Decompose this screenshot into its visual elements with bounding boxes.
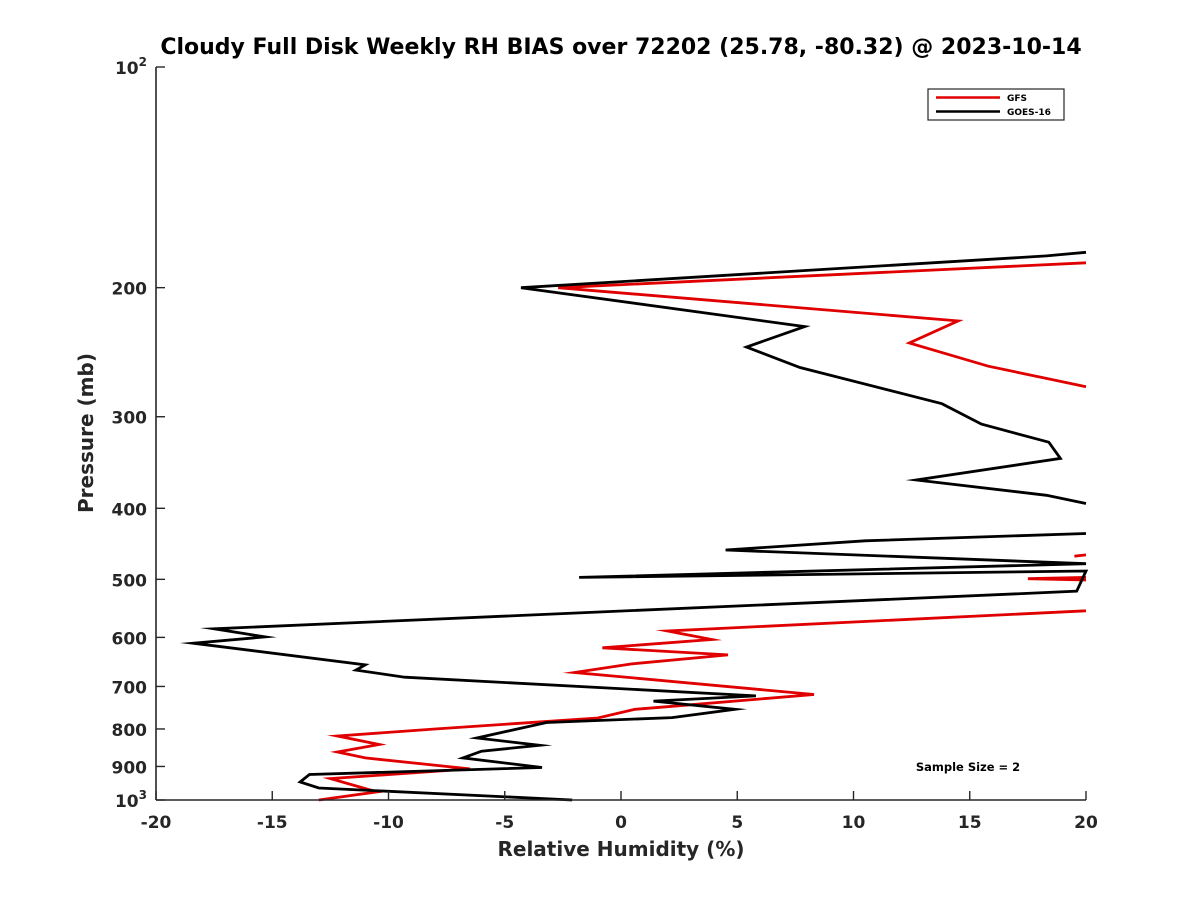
x-tick-label: 0	[615, 813, 627, 833]
series-line-gfs-2	[1027, 576, 1087, 582]
x-tick-label: -15	[257, 813, 288, 833]
x-tick-label: -10	[373, 813, 404, 833]
legend-box	[927, 88, 1065, 121]
y-tick-label: 900	[112, 758, 148, 778]
y-tick-label: 103	[115, 788, 147, 812]
y-tick-label: 800	[112, 721, 148, 741]
y-axis-ticks: 102 200 300 400 500 600 700 800 900 103	[112, 55, 165, 812]
y-tick-label: 102	[115, 55, 147, 79]
x-tick-label: -20	[141, 813, 172, 833]
series-line-gfs-3	[318, 609, 1087, 802]
series-line-gfs-0	[558, 261, 1087, 389]
legend-label-goes-16: GOES-16	[1007, 108, 1051, 118]
series-line-gfs-1	[1074, 553, 1087, 558]
chart-title: Cloudy Full Disk Weekly RH BIAS over 722…	[160, 35, 1081, 60]
x-tick-label: 15	[958, 813, 982, 833]
y-tick-label: 700	[112, 678, 148, 698]
legend: GFS GOES-16	[927, 88, 1065, 121]
series-line-goes-16-1	[179, 532, 1089, 802]
series-layer	[179, 250, 1089, 802]
x-axis-ticks: -20 -15 -10 -5 0 5 10 15 20	[141, 791, 1098, 833]
x-tick-label: 5	[731, 813, 743, 833]
y-axis-label: Pressure (mb)	[74, 353, 98, 513]
y-tick-label: 500	[112, 571, 148, 591]
x-tick-label: 10	[842, 813, 866, 833]
y-tick-label: 400	[112, 500, 148, 520]
series-line-goes-16-0	[520, 250, 1087, 505]
y-tick-label: 600	[112, 629, 148, 649]
x-axis-label: Relative Humidity (%)	[497, 837, 744, 861]
legend-label-gfs: GFS	[1007, 94, 1027, 104]
x-tick-label: 20	[1074, 813, 1098, 833]
y-tick-label: 200	[112, 280, 148, 300]
x-tick-label: -5	[495, 813, 514, 833]
y-tick-label: 300	[112, 409, 148, 429]
sample-size-annotation: Sample Size = 2	[916, 760, 1020, 774]
